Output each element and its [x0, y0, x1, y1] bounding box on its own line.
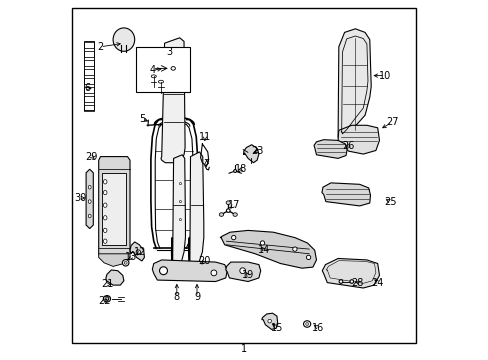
- Text: 14: 14: [258, 245, 270, 255]
- Ellipse shape: [88, 185, 91, 189]
- Polygon shape: [171, 155, 185, 281]
- Ellipse shape: [226, 209, 230, 212]
- Ellipse shape: [211, 270, 216, 276]
- Polygon shape: [337, 125, 379, 154]
- Ellipse shape: [349, 280, 353, 283]
- Text: 6: 6: [84, 83, 91, 93]
- Polygon shape: [261, 313, 277, 329]
- Text: 30: 30: [75, 193, 87, 203]
- Ellipse shape: [339, 280, 342, 283]
- Ellipse shape: [267, 319, 271, 323]
- Text: 2: 2: [97, 42, 103, 52]
- Text: 8: 8: [173, 292, 180, 302]
- Text: 25: 25: [383, 197, 396, 207]
- Ellipse shape: [306, 255, 310, 260]
- Text: 10: 10: [378, 71, 390, 81]
- Ellipse shape: [103, 216, 107, 220]
- Ellipse shape: [103, 190, 107, 195]
- Text: 12: 12: [134, 247, 146, 257]
- Ellipse shape: [88, 214, 91, 218]
- Polygon shape: [152, 260, 227, 282]
- Ellipse shape: [232, 213, 237, 216]
- Bar: [84, 105, 94, 111]
- Bar: [84, 42, 94, 48]
- Ellipse shape: [179, 201, 181, 203]
- Text: 7: 7: [203, 159, 209, 169]
- Polygon shape: [99, 254, 130, 266]
- Polygon shape: [313, 140, 346, 158]
- Bar: [84, 78, 94, 84]
- Polygon shape: [188, 152, 203, 281]
- Polygon shape: [337, 29, 370, 139]
- Text: 29: 29: [85, 152, 98, 162]
- Ellipse shape: [179, 219, 181, 221]
- Text: 18: 18: [234, 164, 246, 174]
- Bar: [84, 69, 94, 75]
- Ellipse shape: [103, 239, 107, 243]
- Polygon shape: [99, 157, 130, 257]
- Bar: [84, 96, 94, 102]
- Text: 9: 9: [194, 292, 200, 302]
- Text: 27: 27: [385, 117, 398, 127]
- Ellipse shape: [233, 170, 236, 172]
- Text: 23: 23: [250, 146, 263, 156]
- Text: 16: 16: [311, 323, 324, 333]
- Text: 24: 24: [371, 278, 383, 288]
- Ellipse shape: [88, 200, 91, 203]
- Polygon shape: [130, 242, 144, 261]
- Text: 17: 17: [227, 200, 240, 210]
- Text: 3: 3: [165, 47, 172, 57]
- Bar: [84, 60, 94, 66]
- Ellipse shape: [231, 235, 235, 240]
- Text: 4: 4: [149, 65, 156, 75]
- Ellipse shape: [103, 203, 107, 207]
- Ellipse shape: [159, 267, 167, 275]
- Ellipse shape: [292, 247, 296, 251]
- Polygon shape: [86, 169, 93, 229]
- Polygon shape: [322, 258, 379, 288]
- Ellipse shape: [124, 261, 127, 264]
- Text: 11: 11: [198, 132, 211, 142]
- Text: 19: 19: [242, 270, 254, 280]
- Ellipse shape: [239, 268, 245, 274]
- Text: 1: 1: [241, 344, 247, 354]
- Text: 20: 20: [198, 256, 211, 266]
- Polygon shape: [106, 270, 123, 285]
- Text: 26: 26: [342, 141, 354, 151]
- Ellipse shape: [303, 321, 310, 327]
- Polygon shape: [161, 38, 185, 163]
- Polygon shape: [321, 183, 370, 206]
- Ellipse shape: [105, 297, 108, 300]
- Text: 28: 28: [351, 278, 364, 288]
- Text: 22: 22: [98, 296, 110, 306]
- Bar: [136, 47, 190, 92]
- Bar: [84, 51, 94, 57]
- Text: 21: 21: [102, 279, 114, 289]
- Ellipse shape: [179, 183, 181, 185]
- Ellipse shape: [219, 213, 223, 216]
- Ellipse shape: [305, 323, 308, 325]
- Polygon shape: [225, 262, 260, 282]
- Ellipse shape: [103, 180, 107, 184]
- Text: 5: 5: [139, 114, 145, 124]
- Ellipse shape: [113, 28, 134, 51]
- Ellipse shape: [225, 201, 230, 204]
- Text: 15: 15: [270, 323, 283, 333]
- Bar: [102, 173, 125, 245]
- Ellipse shape: [136, 250, 140, 254]
- Text: 13: 13: [125, 252, 137, 262]
- Ellipse shape: [260, 241, 264, 245]
- Ellipse shape: [103, 296, 110, 302]
- Bar: [84, 87, 94, 93]
- Ellipse shape: [103, 228, 107, 233]
- Polygon shape: [220, 230, 316, 268]
- Ellipse shape: [122, 260, 129, 266]
- Polygon shape: [244, 145, 258, 163]
